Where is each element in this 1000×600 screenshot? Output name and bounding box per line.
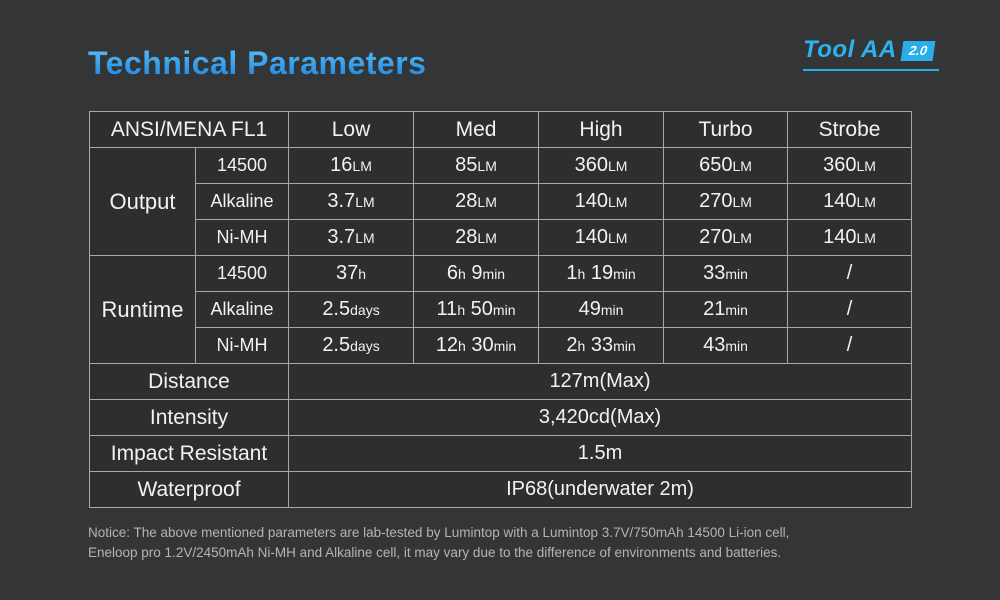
table-row: Intensity 3,420cd(Max) bbox=[88, 399, 913, 436]
value-cell: 16LM bbox=[288, 147, 415, 184]
column-header-strobe: Strobe bbox=[787, 111, 913, 148]
value-cell: 6h 9min bbox=[413, 255, 540, 292]
table-row: Output 14500 16LM 85LM 360LM 650LM 360LM bbox=[89, 147, 913, 256]
value-cell: 360LM bbox=[787, 147, 913, 184]
spec-value-waterproof: IP68(underwater 2m) bbox=[288, 471, 913, 508]
battery-type-cell: 14500 bbox=[194, 255, 290, 292]
value-cell: 270LM bbox=[663, 219, 789, 256]
value-cell: / bbox=[787, 291, 913, 328]
group-label-runtime: Runtime bbox=[89, 255, 196, 364]
value-cell: 37h bbox=[288, 255, 415, 292]
value-cell: 140LM bbox=[538, 219, 665, 256]
value-cell: 140LM bbox=[787, 219, 913, 256]
brand-version-badge: 2.0 bbox=[900, 41, 936, 61]
spec-label-intensity: Intensity bbox=[88, 399, 290, 436]
brand-lockup: Tool AA 2.0 bbox=[803, 36, 939, 71]
spec-value-intensity: 3,420cd(Max) bbox=[288, 399, 913, 436]
value-cell: 1h 19min bbox=[538, 255, 665, 292]
notice-line-2: Eneloop pro 1.2V/2450mAh Ni-MH and Alkal… bbox=[88, 545, 782, 560]
value-cell: 2h 33min bbox=[538, 327, 665, 364]
column-header-med: Med bbox=[413, 111, 540, 148]
notice-text: Notice: The above mentioned parameters a… bbox=[88, 523, 789, 563]
spec-value-impact-resistant: 1.5m bbox=[288, 435, 913, 472]
table-row: Alkaline 2.5days 11h 50min 49min 21min / bbox=[90, 291, 913, 328]
value-cell: 140LM bbox=[787, 183, 913, 220]
notice-line-1: Notice: The above mentioned parameters a… bbox=[88, 525, 790, 540]
table-row: Impact Resistant 1.5m bbox=[88, 435, 913, 472]
table-header-row: ANSI/MENA FL1 Low Med High Turbo Strobe bbox=[88, 111, 913, 148]
table-row: Waterproof IP68(underwater 2m) bbox=[88, 471, 913, 508]
value-cell: 2.5days bbox=[288, 327, 415, 364]
value-cell: 11h 50min bbox=[413, 291, 540, 328]
column-header-high: High bbox=[538, 111, 665, 148]
value-cell: 43min bbox=[663, 327, 789, 364]
value-cell: 3.7LM bbox=[288, 183, 415, 220]
column-header-standard: ANSI/MENA FL1 bbox=[88, 111, 290, 148]
value-cell: 140LM bbox=[538, 183, 665, 220]
value-cell: 28LM bbox=[413, 183, 540, 220]
value-cell: 360LM bbox=[538, 147, 665, 184]
column-header-low: Low bbox=[288, 111, 415, 148]
spec-label-waterproof: Waterproof bbox=[88, 471, 290, 508]
value-cell: / bbox=[787, 255, 913, 292]
table-row: Alkaline 3.7LM 28LM 140LM 270LM 140LM bbox=[90, 183, 913, 220]
value-cell: 49min bbox=[538, 291, 665, 328]
table-row: Distance 127m(Max) bbox=[88, 363, 913, 400]
technical-parameters-table: ANSI/MENA FL1 Low Med High Turbo Strobe … bbox=[88, 111, 913, 508]
value-cell: 270LM bbox=[663, 183, 789, 220]
table-row: Ni-MH 2.5days 12h 30min 2h 33min 43min / bbox=[90, 327, 913, 364]
column-header-turbo: Turbo bbox=[663, 111, 789, 148]
spec-label-distance: Distance bbox=[88, 363, 290, 400]
value-cell: 28LM bbox=[413, 219, 540, 256]
brand-name: Tool AA bbox=[803, 36, 897, 63]
battery-type-cell: Alkaline bbox=[194, 291, 290, 328]
value-cell: / bbox=[787, 327, 913, 364]
value-cell: 85LM bbox=[413, 147, 540, 184]
value-cell: 3.7LM bbox=[288, 219, 415, 256]
battery-type-cell: 14500 bbox=[194, 147, 290, 184]
table-row: Ni-MH 3.7LM 28LM 140LM 270LM 140LM bbox=[90, 219, 913, 256]
value-cell: 21min bbox=[663, 291, 789, 328]
spec-value-distance: 127m(Max) bbox=[288, 363, 913, 400]
value-cell: 650LM bbox=[663, 147, 789, 184]
battery-type-cell: Ni-MH bbox=[194, 327, 290, 364]
value-cell: 33min bbox=[663, 255, 789, 292]
group-label-output: Output bbox=[89, 147, 196, 256]
value-cell: 2.5days bbox=[288, 291, 415, 328]
battery-type-cell: Alkaline bbox=[194, 183, 290, 220]
battery-type-cell: Ni-MH bbox=[194, 219, 290, 256]
page-title: Technical Parameters bbox=[88, 45, 427, 81]
table-row: Runtime 14500 37h 6h 9min 1h 19min 33min… bbox=[89, 255, 913, 364]
spec-label-impact-resistant: Impact Resistant bbox=[88, 435, 290, 472]
value-cell: 12h 30min bbox=[413, 327, 540, 364]
